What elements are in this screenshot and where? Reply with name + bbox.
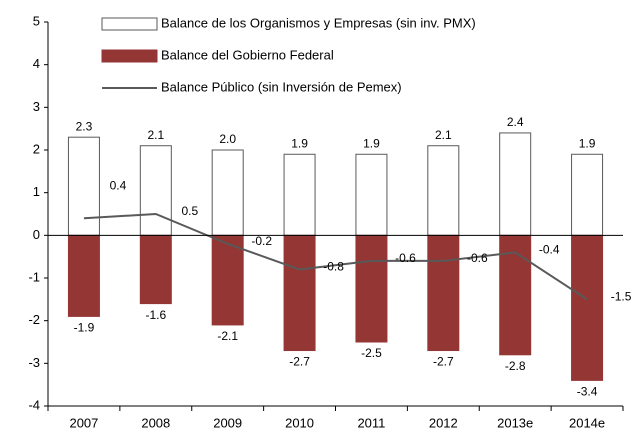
x-tick-label: 2008	[141, 415, 170, 430]
line-label: -0.8	[323, 260, 344, 274]
y-tick-label: 3	[33, 99, 40, 114]
legend-label: Balance del Gobierno Federal	[161, 47, 334, 62]
line-label: 0.4	[110, 178, 127, 192]
bar-label: -1.6	[145, 308, 166, 322]
x-tick-label: 2014e	[569, 415, 605, 430]
bar-label: 2.0	[219, 132, 236, 146]
legend-label: Balance de los Organismos y Empresas (si…	[161, 15, 476, 30]
bar-label: -3.4	[577, 385, 598, 399]
bar	[67, 136, 100, 236]
bar-label: 1.9	[363, 136, 380, 150]
bar-label: -2.7	[289, 355, 310, 369]
y-tick-label: 5	[33, 13, 40, 28]
bar-label: 2.1	[147, 128, 164, 142]
line-label: 0.5	[181, 204, 198, 218]
bar-label: 1.9	[291, 136, 308, 150]
bar	[139, 145, 172, 236]
legend-swatch	[101, 49, 158, 63]
bar-label: -2.7	[433, 355, 454, 369]
line	[83, 212, 588, 301]
line-label: -0.6	[395, 251, 416, 265]
bar	[499, 132, 532, 236]
y-tick-label: -3	[28, 355, 40, 370]
x-tick-label: 2009	[213, 415, 242, 430]
bar	[139, 234, 172, 305]
x-tick-label: 2010	[285, 415, 314, 430]
bar	[571, 234, 604, 381]
x-tick-label: 2007	[69, 415, 98, 430]
bar	[499, 234, 532, 356]
legend-swatch	[101, 17, 158, 31]
x-tick-label: 2012	[429, 415, 458, 430]
y-tick-label: -2	[28, 312, 40, 327]
y-tick-label: 4	[33, 56, 40, 71]
bar	[283, 234, 316, 352]
legend-label: Balance Público (sin Inversión de Pemex)	[161, 79, 402, 94]
y-tick-label: 0	[33, 227, 40, 242]
y-tick-label: 2	[33, 141, 40, 156]
line-label: -0.4	[539, 243, 560, 257]
line-label: -1.5	[611, 290, 632, 304]
bar	[67, 234, 100, 317]
bar-label: 2.1	[435, 128, 452, 142]
bar-label: 2.4	[507, 115, 524, 129]
bar-label: -2.1	[217, 329, 238, 343]
bar-label: -2.5	[361, 346, 382, 360]
y-tick-label: -4	[28, 397, 40, 412]
x-tick-label: 2013e	[497, 415, 533, 430]
bar	[355, 153, 388, 236]
bar-label: 1.9	[579, 136, 596, 150]
bar-label: 2.3	[76, 119, 93, 133]
x-tick-label: 2011	[357, 415, 385, 430]
bar-label: -1.9	[74, 321, 95, 335]
line-label: -0.6	[467, 251, 488, 265]
bar	[427, 234, 460, 352]
y-tick-label: -1	[28, 269, 40, 284]
bar-label: -2.8	[505, 359, 526, 373]
bar	[283, 153, 316, 236]
line-label: -0.2	[251, 234, 272, 248]
y-tick-label: 1	[33, 184, 40, 199]
bar	[427, 145, 460, 236]
bar	[355, 234, 388, 343]
bar	[571, 153, 604, 236]
bar	[211, 149, 244, 236]
